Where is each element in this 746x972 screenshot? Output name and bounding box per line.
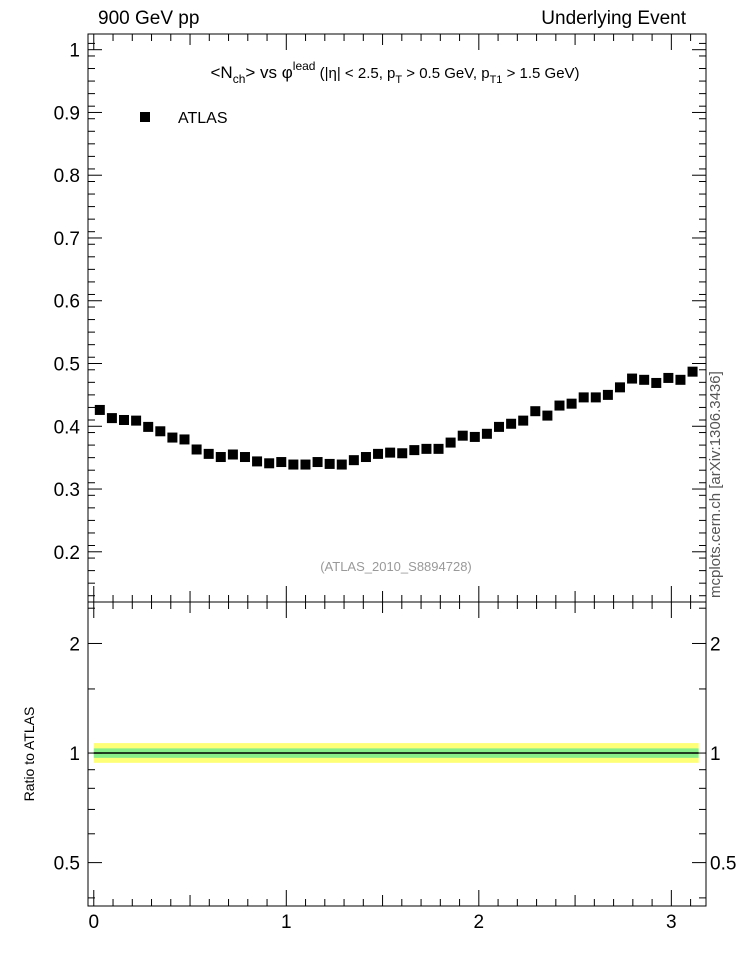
data-point	[578, 392, 589, 403]
data-point	[373, 448, 384, 459]
main-ytick-label: 0.2	[54, 543, 80, 564]
data-point	[336, 459, 347, 470]
analysis-watermark: (ATLAS_2010_S8894728)	[320, 559, 472, 574]
chart-title: <Nch> vs φlead (|η| < 2.5, pT > 0.5 GeV,…	[210, 59, 579, 86]
axis-ticks: 0.2 0.3 0.4 0.5 0.6 0.7 0.8 0.9 1 0 1 2 3 0.5 0.5 1 1 2 2	[54, 34, 736, 933]
data-point	[639, 374, 650, 385]
data-point	[264, 458, 275, 469]
data-point	[167, 432, 178, 443]
data-point	[215, 452, 226, 463]
data-point	[627, 373, 638, 384]
data-point	[300, 459, 311, 470]
ratio-ytick-label-left: 0.5	[54, 854, 80, 875]
main-ytick-label: 0.3	[54, 480, 80, 501]
data-point	[276, 457, 287, 468]
data-point	[663, 372, 674, 383]
data-point	[252, 456, 263, 467]
legend-label: ATLAS	[178, 110, 228, 127]
data-point	[530, 406, 541, 417]
data-point	[203, 448, 214, 459]
data-point	[554, 400, 565, 411]
data-point	[312, 457, 323, 468]
header-right-label: Underlying Event	[541, 8, 686, 29]
data-point	[106, 413, 117, 424]
data-point	[119, 414, 130, 425]
ratio-ytick-label-left: 2	[69, 634, 80, 655]
data-point	[445, 437, 456, 448]
data-point	[227, 449, 238, 460]
xtick-label: 1	[281, 912, 292, 933]
data-point	[94, 404, 105, 415]
ratio-ylabel: Ratio to ATLAS	[21, 707, 37, 802]
header-left-label: 900 GeV pp	[98, 8, 200, 29]
data-point	[433, 443, 444, 454]
data-point	[324, 458, 335, 469]
data-point	[506, 418, 517, 429]
data-point	[385, 447, 396, 458]
legend-marker	[140, 112, 150, 122]
data-point	[481, 428, 492, 439]
ratio-panel-frame	[87, 601, 707, 907]
data-point	[131, 415, 142, 426]
data-point	[469, 431, 480, 442]
data-point	[687, 366, 698, 377]
data-point	[542, 410, 553, 421]
xtick-label: 0	[88, 912, 99, 933]
data-point	[360, 452, 371, 463]
ratio-ytick-label-left: 1	[69, 744, 80, 765]
data-points	[94, 366, 698, 470]
data-point	[518, 415, 529, 426]
data-point	[179, 434, 190, 445]
main-ytick-label: 1	[69, 41, 80, 62]
ratio-band-group	[93, 743, 699, 763]
data-point	[590, 392, 601, 403]
main-ytick-label: 0.7	[54, 229, 80, 250]
main-ytick-label: 0.8	[54, 166, 80, 187]
data-point	[566, 398, 577, 409]
xtick-label: 3	[666, 912, 677, 933]
data-point	[191, 444, 202, 455]
data-point	[421, 443, 432, 454]
data-point	[409, 445, 420, 456]
ratio-ytick-label-right: 2	[710, 634, 721, 655]
data-point	[614, 382, 625, 393]
data-point	[675, 374, 686, 385]
main-ytick-label: 0.5	[54, 355, 80, 376]
main-ytick-label: 0.9	[54, 103, 80, 124]
data-point	[239, 452, 250, 463]
data-point	[155, 426, 166, 437]
data-point	[651, 377, 662, 388]
data-point	[602, 389, 613, 400]
main-ytick-label: 0.6	[54, 292, 80, 313]
data-point	[494, 421, 505, 432]
ratio-ytick-label-right: 1	[710, 744, 721, 765]
ratio-ytick-label-right: 0.5	[710, 854, 736, 875]
data-point	[397, 448, 408, 459]
data-point	[348, 455, 359, 466]
xtick-label: 2	[474, 912, 485, 933]
data-point	[288, 459, 299, 470]
main-ytick-label: 0.4	[54, 417, 81, 438]
data-point	[143, 421, 154, 432]
data-point	[457, 430, 468, 441]
